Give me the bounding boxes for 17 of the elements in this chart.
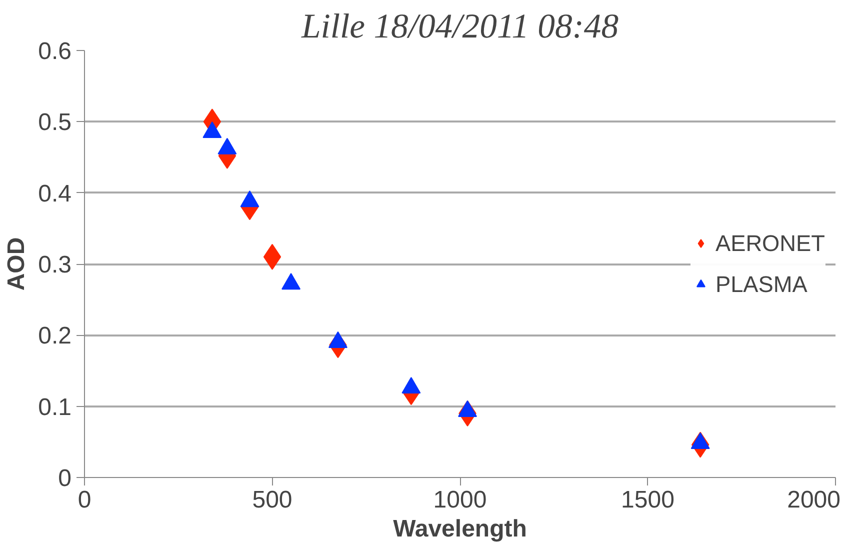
x-tick-label: 2000 xyxy=(787,486,840,514)
y-axis-title: AOD xyxy=(3,237,30,291)
legend-label: PLASMA xyxy=(715,270,808,298)
legend-label: AERONET xyxy=(715,230,825,256)
x-tick-label: 1500 xyxy=(621,486,674,514)
y-tick-label: 0 xyxy=(58,465,72,492)
y-tick-label: 0.1 xyxy=(38,394,72,421)
x-tick-label: 0 xyxy=(78,486,92,514)
x-axis-title: Wavelength xyxy=(393,516,527,542)
x-tick-label: 1000 xyxy=(433,486,487,514)
y-tick-label: 0.4 xyxy=(38,180,72,208)
x-tick-label: 500 xyxy=(252,486,292,514)
y-tick-label: 0.5 xyxy=(38,109,72,136)
chart-title: Lille 18/04/2011 08:48 xyxy=(300,8,619,46)
y-tick-label: 0.6 xyxy=(38,38,72,65)
y-tick-label: 0.2 xyxy=(38,322,72,350)
y-tick-label: 0.3 xyxy=(38,252,72,278)
